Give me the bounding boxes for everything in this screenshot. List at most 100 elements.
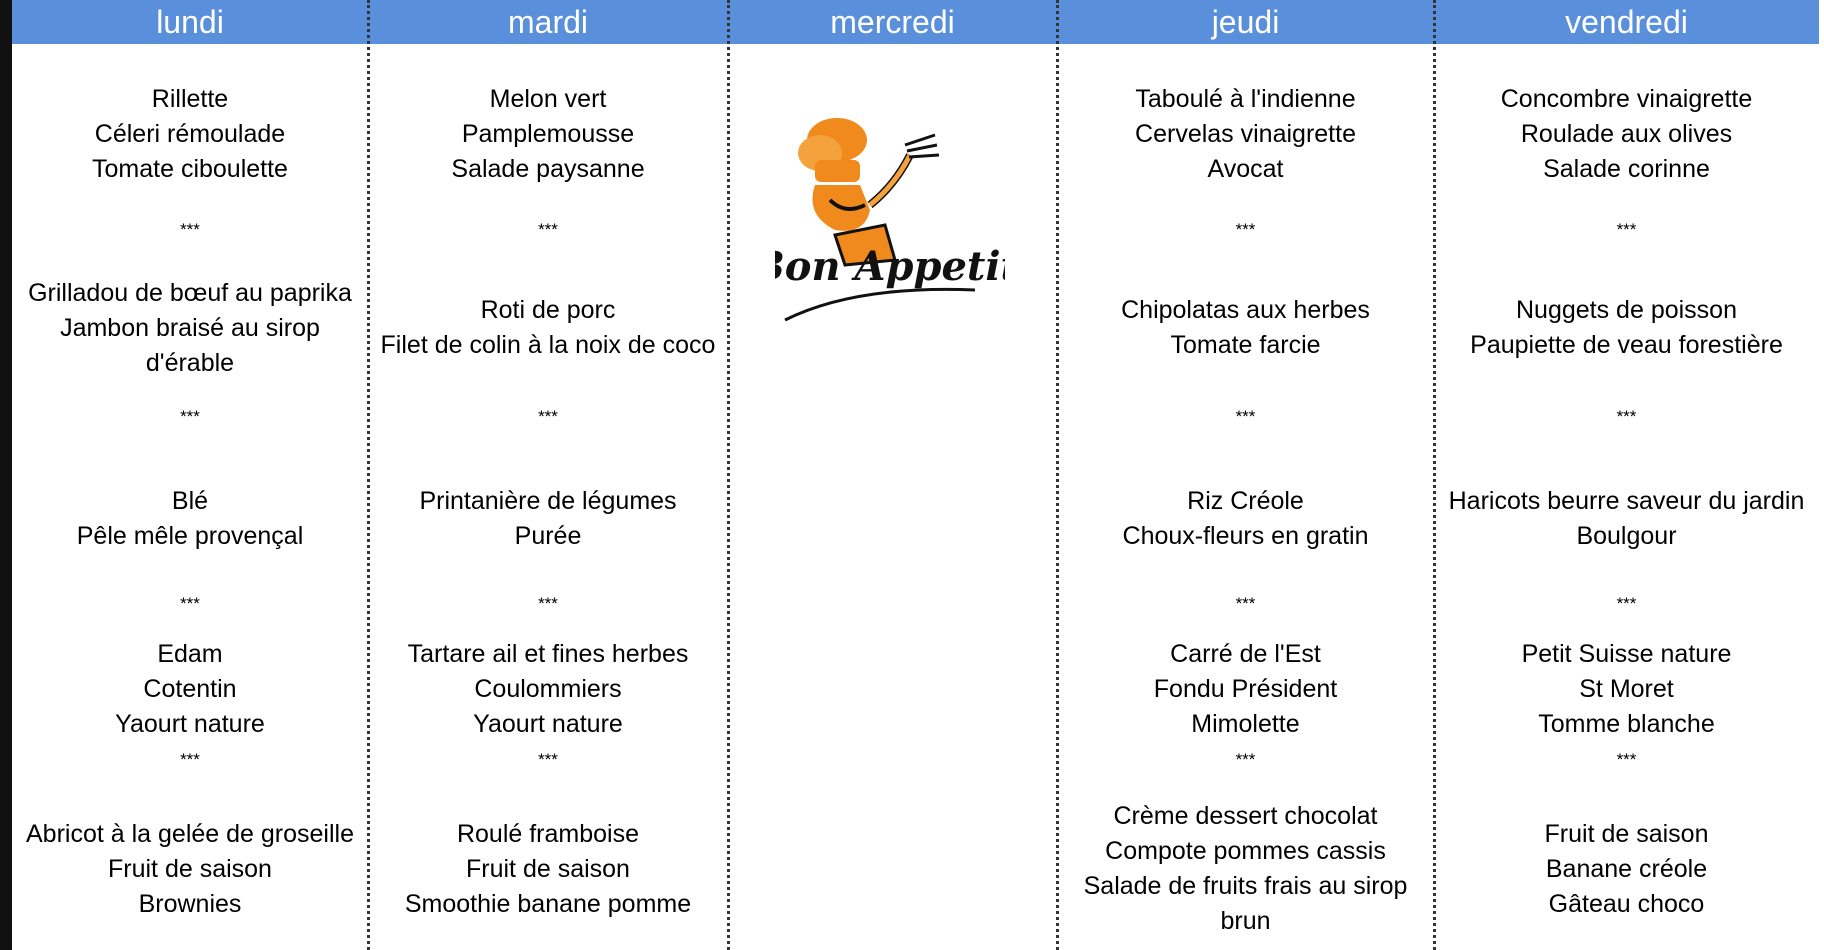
dish: Yaourt nature [473, 709, 623, 738]
dish: Jambon braisé au sirop d'érable [60, 313, 320, 377]
separator: *** [180, 407, 200, 426]
dish: Fruit de saison [108, 854, 272, 883]
dish: St Moret [1579, 674, 1674, 703]
course: Chipolatas aux herbes Tomate farcie [1057, 258, 1434, 398]
course: Melon vert Pamplemousse Salade paysanne [368, 64, 728, 204]
dish: Taboulé à l'indienne [1135, 84, 1356, 113]
dish: Choux-fleurs en gratin [1122, 522, 1369, 550]
dish: Salade paysanne [451, 154, 645, 183]
dish: Gâteau choco [1548, 889, 1705, 918]
dish: Printanière de légumes [419, 487, 677, 515]
course: Crème dessert chocolat Compote pommes cas… [1057, 799, 1434, 939]
bon-appetit-logo: Bon Appetit [775, 118, 1005, 322]
dish: Fruit de saison [1544, 819, 1709, 848]
separator: *** [1235, 220, 1256, 239]
column-divider [1433, 0, 1436, 950]
separator: *** [180, 594, 200, 613]
dish: Abricot à la gelée de groseille [26, 819, 354, 848]
course-items: Roulé framboise Fruit de saison Smoothie b… [405, 817, 691, 922]
separator: *** [538, 750, 558, 769]
dish: Melon vert [489, 84, 607, 113]
dish: Nuggets de poisson [1516, 296, 1737, 324]
course-items: Concombre vinaigrette Roulade aux olives S… [1501, 82, 1753, 187]
left-border [0, 0, 12, 950]
dish: Avocat [1207, 154, 1284, 183]
dish: Cotentin [143, 674, 237, 703]
dish: Smoothie banane pomme [404, 889, 692, 918]
course-items: Grilladou de bœuf au paprika Jambon brais… [18, 276, 362, 381]
course: Roulé framboise Fruit de saison Smoothie b… [368, 799, 728, 939]
course: Grilladou de bœuf au paprika Jambon brais… [12, 258, 368, 398]
dish: Salade de fruits frais au sirop brun [1083, 872, 1408, 935]
course-items: Carré de l'Est Fondu Président Mimolette [1154, 637, 1337, 742]
course: Nuggets de poisson Paupiette de veau fore… [1434, 258, 1819, 398]
dish: Banane créole [1545, 854, 1708, 883]
dish: Edam [157, 639, 223, 668]
dish: Boulgour [1576, 522, 1677, 550]
dish: Tomate farcie [1170, 331, 1321, 359]
course-items: Petit Suisse nature St Moret Tomme blanche [1522, 637, 1732, 742]
course: Roti de porc Filet de colin à la noix de … [368, 258, 728, 398]
course: Fruit de saison Banane créole Gâteau choco [1434, 799, 1819, 939]
dish: Chipolatas aux herbes [1121, 296, 1370, 324]
day-header: jeudi [1057, 0, 1434, 44]
day-column: Melon vert Pamplemousse Salade paysanne ***… [368, 44, 728, 950]
course-items: Melon vert Pamplemousse Salade paysanne [451, 82, 644, 187]
dish: Cervelas vinaigrette [1135, 119, 1356, 148]
dish: Paupiette de veau forestière [1470, 331, 1783, 359]
dish: Haricots beurre saveur du jardin [1448, 487, 1805, 515]
separator: *** [1616, 220, 1637, 239]
course: Rillette Céleri rémoulade Tomate ciboulett… [12, 64, 368, 204]
course: Petit Suisse nature St Moret Tomme blanche [1434, 619, 1819, 759]
day-header: mercredi [728, 0, 1057, 44]
column-divider [1056, 0, 1059, 950]
dish: Coulommiers [474, 674, 622, 703]
course: Riz Créole Choux-fleurs en gratin [1057, 449, 1434, 589]
course-items: Printanière de légumes Purée [419, 484, 676, 554]
course-items: Fruit de saison Banane créole Gâteau choco [1545, 817, 1709, 922]
course: Tartare ail et fines herbes Coulommiers Ya… [368, 619, 728, 759]
course: Haricots beurre saveur du jardin Boulgour [1434, 449, 1819, 589]
course: Carré de l'Est Fondu Président Mimolette [1057, 619, 1434, 759]
course: Abricot à la gelée de groseille Fruit de … [12, 799, 368, 939]
separator: *** [1235, 594, 1256, 613]
dish: Carré de l'Est [1170, 639, 1321, 668]
separator: *** [1616, 594, 1637, 613]
dish: Concombre vinaigrette [1500, 84, 1753, 113]
course: Edam Cotentin Yaourt nature [12, 619, 368, 759]
separator: *** [1235, 750, 1256, 769]
separator: *** [538, 407, 558, 426]
dish: Crème dessert chocolat [1113, 802, 1378, 830]
dish: Fondu Président [1153, 674, 1338, 703]
dish: Blé [171, 487, 209, 515]
course-items: Chipolatas aux herbes Tomate farcie [1121, 293, 1370, 363]
separator: *** [538, 594, 558, 613]
separator: *** [1616, 407, 1637, 426]
column-divider [367, 0, 370, 950]
dish: Petit Suisse nature [1521, 639, 1732, 668]
course: Blé Pêle mêle provençal [12, 449, 368, 589]
dish: Roulade aux olives [1520, 119, 1733, 148]
separator: *** [180, 220, 200, 239]
column-divider [727, 0, 730, 950]
day-header: vendredi [1434, 0, 1819, 44]
dish: Tartare ail et fines herbes [407, 639, 689, 668]
course-items: Riz Créole Choux-fleurs en gratin [1123, 484, 1369, 554]
separator: *** [1235, 407, 1256, 426]
day-column: Taboulé à l'indienne Cervelas vinaigrette… [1057, 44, 1434, 950]
dish: Roti de porc [480, 296, 616, 324]
dish: Purée [514, 522, 582, 550]
separator: *** [538, 220, 558, 239]
dish: Fruit de saison [466, 854, 630, 883]
dish: Salade corinne [1543, 154, 1710, 183]
dish: Céleri rémoulade [94, 119, 286, 148]
course-items: Abricot à la gelée de groseille Fruit de … [26, 817, 354, 922]
day-column: Rillette Céleri rémoulade Tomate ciboulett… [12, 44, 368, 950]
dish: Mimolette [1191, 709, 1300, 738]
dish: Rillette [151, 84, 229, 113]
logo-text: Bon Appetit [775, 243, 1005, 290]
dish: Roulé framboise [456, 819, 639, 848]
day-header: mardi [368, 0, 728, 44]
course-items: Tartare ail et fines herbes Coulommiers Ya… [408, 637, 689, 742]
